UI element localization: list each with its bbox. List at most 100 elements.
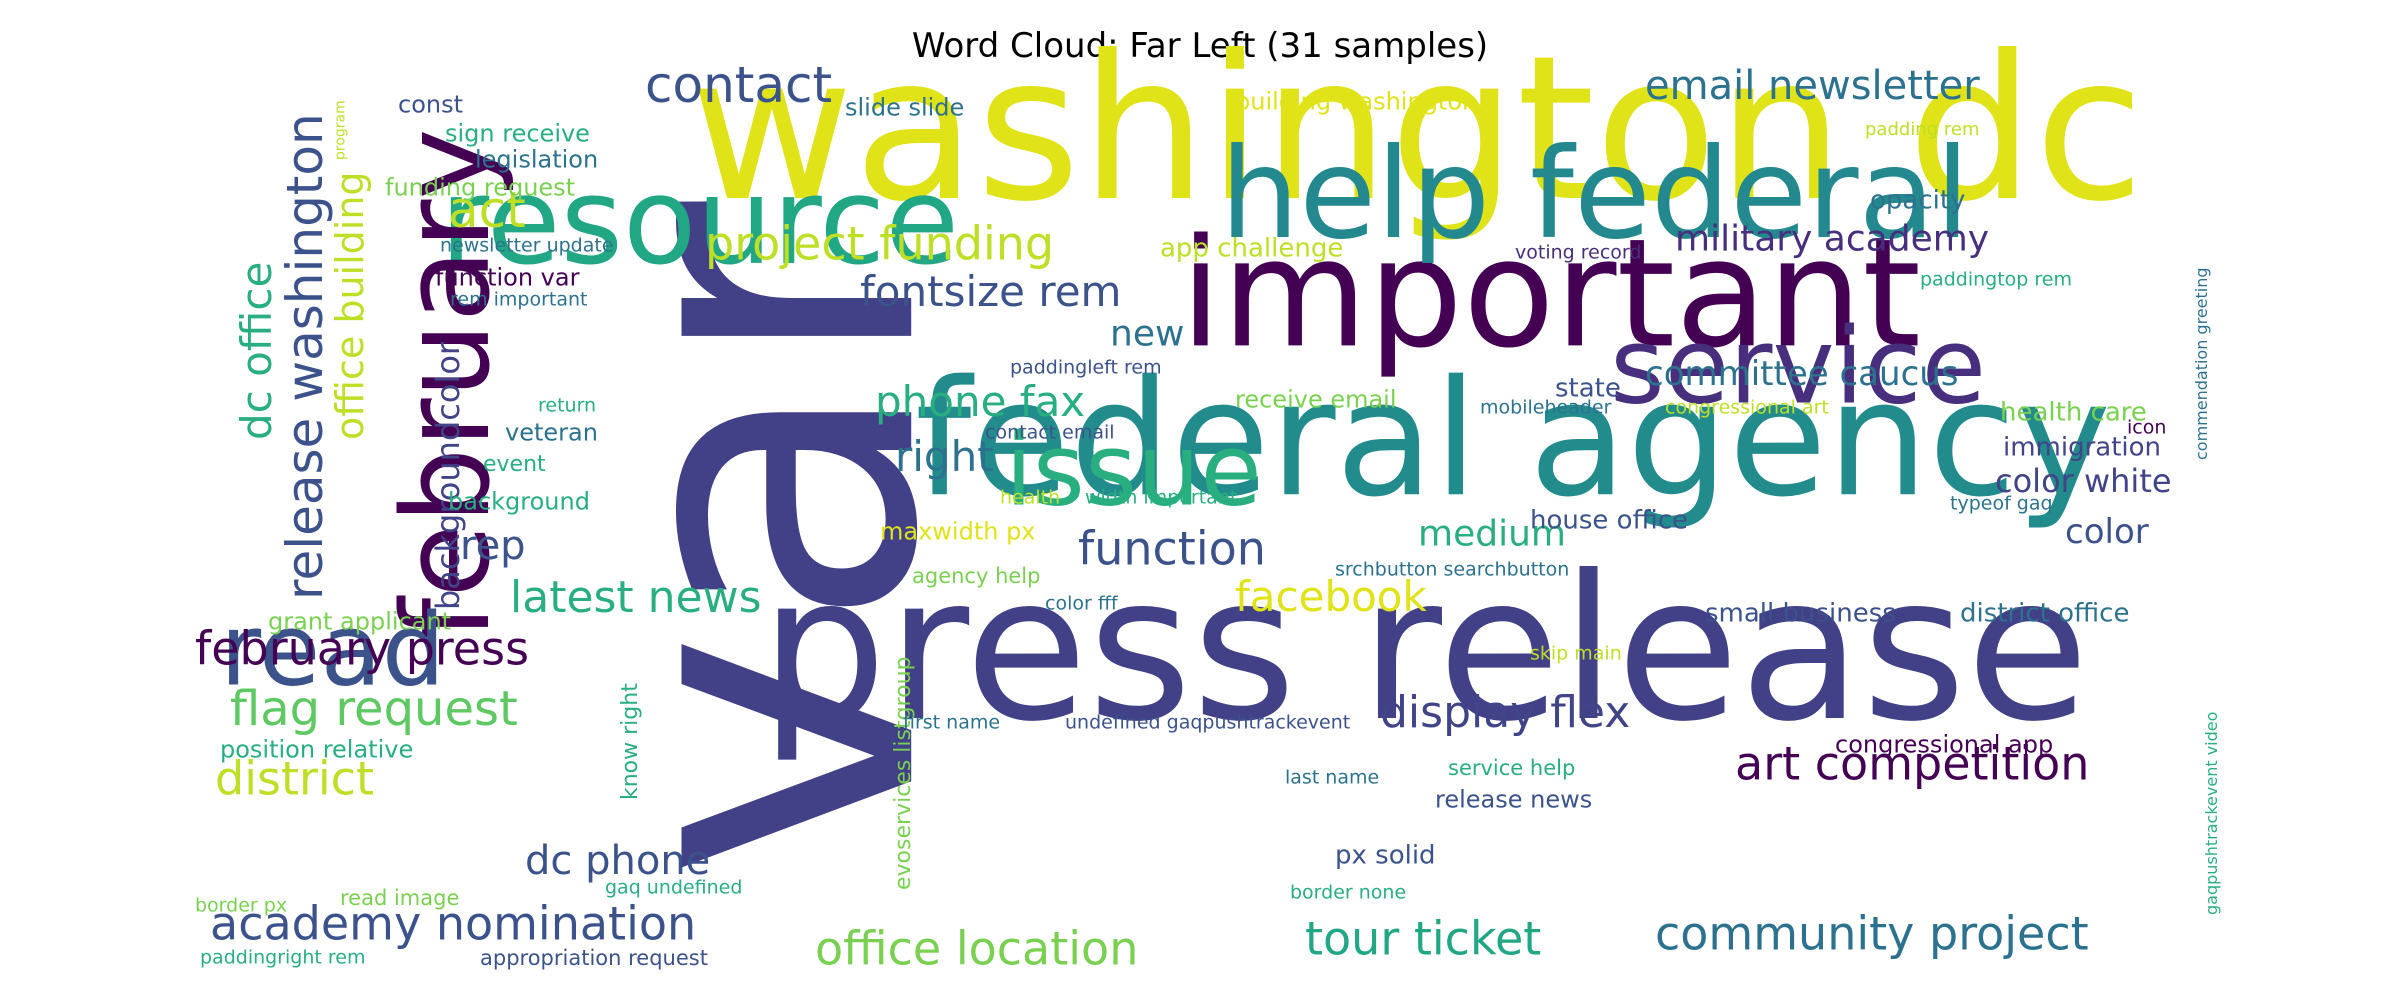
word-release-washington: release washington: [276, 113, 334, 600]
word-office-building: office building: [328, 171, 372, 440]
word-typeof-gaq: typeof gaq: [1950, 493, 2053, 515]
word-project-funding: project funding: [705, 216, 1054, 270]
word-background: background: [448, 488, 590, 516]
word-state: state: [1555, 373, 1621, 403]
word-commendation-greeting: commendation greeting: [2192, 267, 2211, 460]
word-read: read: [220, 591, 445, 708]
word-art-competition: art competition: [1735, 736, 2089, 790]
word-help-federal: help federal: [1220, 122, 1970, 267]
word-district-office: district office: [1960, 598, 2129, 628]
word-function-var: function var: [435, 264, 580, 292]
word-display-flex: display flex: [1380, 687, 1630, 738]
word-gaq-undefined: gaq undefined: [605, 877, 742, 899]
word-important: important: [1180, 207, 1921, 381]
word-rem-important: rem important: [450, 289, 588, 311]
word-skip-main: skip main: [1530, 643, 1622, 665]
word-press-release: press release: [760, 533, 2089, 766]
word-color-white: color white: [1995, 462, 2172, 500]
word-funding-request: funding request: [385, 174, 575, 202]
word-committee-caucus: committee caucus: [1645, 354, 1959, 394]
word-immigration: immigration: [2003, 432, 2161, 462]
word-community-project: community project: [1655, 906, 2089, 960]
word-var: var: [522, 197, 1011, 880]
word-app-challenge: app challenge: [1160, 233, 1343, 263]
word-february-press: february press: [195, 621, 529, 675]
word-facebook: facebook: [1235, 572, 1428, 621]
word-resource: resource: [440, 153, 959, 292]
word-flag-request: flag request: [230, 681, 518, 737]
word-last-name: last name: [1285, 767, 1379, 789]
word-read-image: read image: [340, 886, 459, 910]
word-backgroundcolor: backgroundcolor: [429, 341, 467, 610]
word-latest-news: latest news: [510, 572, 762, 623]
word-mobileheader: mobileheader: [1480, 397, 1612, 419]
word-federal-agency: federal agency: [915, 345, 2111, 532]
word-maxwidth-px: maxwidth px: [880, 518, 1036, 546]
word-color-fff: color fff: [1045, 593, 1119, 615]
word-congressional-art: congressional art: [1665, 397, 1829, 419]
word-dc-office: dc office: [232, 262, 281, 440]
word-fontsize-rem: fontsize rem: [860, 267, 1121, 316]
word-srchbutton-searchbutton: srchbutton searchbutton: [1335, 559, 1569, 581]
word-contact: contact: [645, 56, 832, 114]
word-military-academy: military academy: [1675, 219, 1989, 260]
word-health-care: health care: [2000, 397, 2147, 427]
word-opacity: opacity: [1870, 185, 1965, 215]
word-know-right: know right: [618, 683, 643, 800]
word-tour-ticket: tour ticket: [1305, 911, 1541, 965]
word-house-office: house office: [1530, 505, 1688, 535]
word-health: health: [1000, 487, 1060, 509]
word-small-business: small business: [1705, 598, 1896, 628]
word-academy-nomination: academy nomination: [210, 896, 696, 950]
word-phone-fax: phone fax: [875, 377, 1085, 426]
word-undefined-gaqpushtrackevent: undefined gaqpushtrackevent: [1065, 712, 1350, 734]
word-service: service: [1610, 306, 1986, 428]
word-contact-email: contact email: [985, 422, 1115, 444]
word-px-solid: px solid: [1335, 840, 1436, 870]
word-veteran: veteran: [505, 419, 598, 447]
word-office-location: office location: [815, 921, 1138, 975]
word-appropriation-request: appropriation request: [480, 946, 708, 970]
word-slide-slide: slide slide: [845, 94, 964, 122]
word-return: return: [538, 395, 596, 417]
word-release-news: release news: [1435, 786, 1592, 814]
word-medium: medium: [1418, 514, 1566, 555]
word-congressional-app: congressional app: [1835, 731, 2053, 759]
word-paddingright-rem: paddingright rem: [200, 947, 365, 969]
word-issue: issue: [1005, 411, 1262, 528]
word-service-help: service help: [1448, 756, 1575, 780]
word-agency-help: agency help: [912, 564, 1040, 588]
word-program: program: [333, 100, 349, 160]
word-district: district: [215, 751, 374, 805]
word-dc-phone: dc phone: [525, 838, 710, 884]
word-padding-rem: padding rem: [1865, 119, 1979, 140]
word-border-px: border px: [195, 895, 287, 917]
word-border-none: border none: [1290, 882, 1406, 904]
word-paddingtop-rem: paddingtop rem: [1920, 269, 2072, 291]
word-paddingleft-rem: paddingleft rem: [1010, 357, 1162, 379]
word-color: color: [2065, 512, 2149, 552]
word-gaqpushtrackevent-video: gaqpushtrackevent video: [2202, 712, 2221, 915]
word-newsletter-update: newsletter update: [440, 235, 614, 257]
word-rep: rep: [460, 523, 526, 569]
chart-title: Word Cloud: Far Left (31 samples): [911, 26, 1489, 66]
word-email-newsletter: email newsletter: [1645, 63, 1980, 109]
word-const: const: [398, 91, 463, 119]
word-building-washington: building washington: [1235, 88, 1477, 116]
word-washington-dc: washington dc: [690, 13, 2144, 246]
word-voting-record: voting record: [1515, 242, 1641, 264]
word-sign-receive: sign receive: [445, 120, 590, 148]
word-position-relative: position relative: [220, 736, 413, 764]
word-february: february: [378, 128, 517, 640]
word-receive-email: receive email: [1235, 386, 1397, 414]
word-first-name: first name: [903, 712, 1000, 734]
word-legislation: legislation: [475, 146, 598, 174]
word-grant-applicant: grant applicant: [268, 608, 451, 636]
word-width-important: width important: [1085, 487, 1237, 509]
word-act: act: [448, 181, 526, 239]
word-event: event: [483, 452, 546, 477]
word-new: new: [1110, 314, 1184, 355]
word-evoservices-listgroup: evoservices listgroup: [891, 657, 916, 890]
